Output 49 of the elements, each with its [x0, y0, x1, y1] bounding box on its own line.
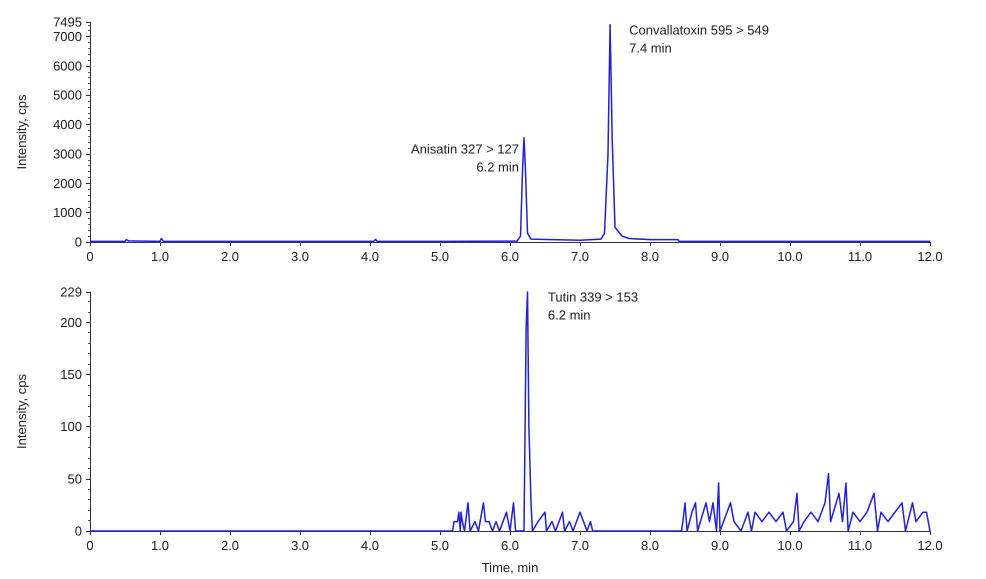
y-tick-label: 4000 — [53, 117, 82, 132]
annotation: Convallatoxin 595 > 549 7.4 min — [629, 22, 769, 56]
x-tick-label: 10.0 — [777, 249, 803, 264]
x-tick-label: 2.0 — [220, 538, 240, 553]
x-tick-label: 2.0 — [220, 249, 240, 264]
y-tick-label: 1000 — [53, 205, 82, 220]
x-tick-label: 6.0 — [500, 249, 520, 264]
y-tick-label: 100 — [60, 419, 82, 434]
y-tick-label: 2000 — [53, 176, 82, 191]
x-tick-label: 11.0 — [848, 538, 872, 553]
y-axis-title: Intensity, cps — [14, 94, 29, 170]
x-tick-label: 8.0 — [640, 249, 660, 264]
x-tick-label: 6.0 — [500, 538, 520, 553]
x-tick-label: 9.0 — [710, 249, 730, 264]
y-tick-label: 5000 — [53, 88, 82, 103]
x-axis-title: Time, min — [482, 560, 538, 575]
y-tick-label: 6000 — [53, 58, 82, 74]
y-axis-title: Intensity, cps — [14, 374, 29, 449]
line-series — [89, 24, 931, 242]
annotation: Tutin 339 > 153 6.2 min — [548, 290, 638, 322]
x-tick-label: 7.0 — [570, 249, 590, 264]
y-tick-label: 3000 — [53, 146, 82, 162]
x-tick-label: 8.0 — [640, 538, 660, 553]
x-tick-label: 12.0 — [917, 538, 943, 553]
x-tick-label: 9.0 — [710, 538, 730, 553]
x-tick-label: 0 — [86, 538, 94, 553]
y-tick-label: 7000 — [53, 29, 82, 44]
x-tick-label: 4.0 — [360, 538, 380, 553]
x-tick-label: 5.0 — [430, 538, 450, 553]
x-tick-label: 1.0 — [150, 538, 170, 553]
annotation: Anisatin 327 > 127 6.2 min — [410, 141, 519, 174]
y-tick-label: 150 — [60, 366, 82, 382]
x-tick-label: 10.0 — [777, 538, 803, 553]
x-tick-label: 4.0 — [360, 249, 380, 264]
y-tick-label: 0 — [74, 234, 82, 250]
y-tick-label: 7495 — [53, 14, 82, 30]
x-tick-label: 11.0 — [848, 249, 872, 264]
x-tick-label: 3.0 — [290, 249, 310, 264]
y-tick-label: 0 — [74, 524, 82, 538]
x-tick-label: 12.0 — [917, 249, 943, 264]
line-series — [89, 291, 931, 532]
x-tick-label: 7.0 — [570, 538, 590, 553]
y-tick-label: 200 — [60, 314, 82, 330]
x-tick-label: 3.0 — [290, 538, 310, 553]
x-tick-label: 1.0 — [150, 249, 170, 264]
y-tick-label: 229 — [60, 284, 82, 300]
y-tick-label: 50 — [68, 471, 82, 486]
x-tick-label: 5.0 — [430, 249, 450, 264]
x-tick-label: 0 — [86, 249, 94, 264]
